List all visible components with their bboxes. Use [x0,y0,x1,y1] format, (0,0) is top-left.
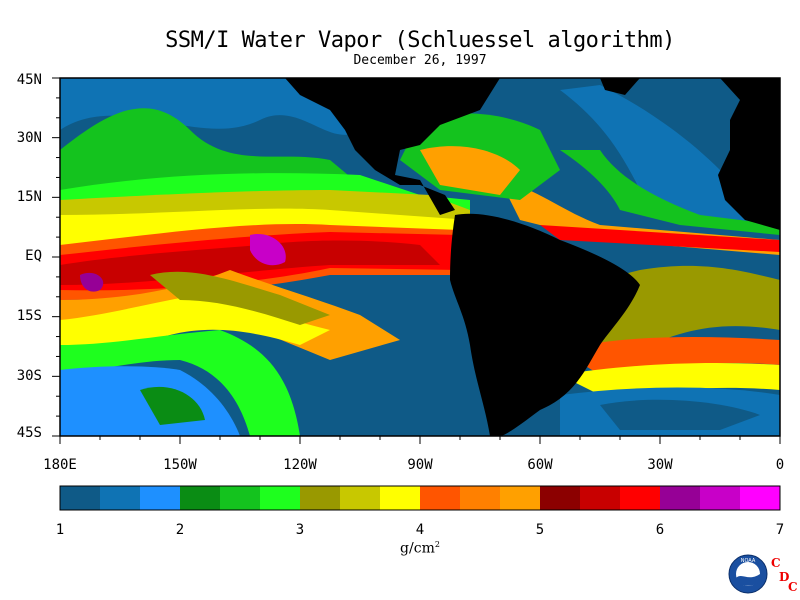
colorbar [60,486,781,510]
colorbar-swatch [100,486,141,510]
cdc-letter-2: D [779,570,790,584]
longitude-label: 180E [43,457,77,473]
colorbar-tick-label: 7 [775,522,785,538]
latitude-label: 45N [16,72,42,88]
latitude-label: 30N [16,130,42,146]
map-date: December 26, 1997 [353,53,487,68]
axis-ticks [52,77,781,444]
colorbar-tick-label: 2 [175,522,185,538]
latitude-label: 45S [16,425,42,441]
land-masks [285,78,780,436]
longitude-label: 150W [163,457,197,473]
cdc-letter-3: C [788,580,798,594]
longitude-label: 90W [407,457,433,473]
colorbar-tick-label: 1 [55,522,65,538]
colorbar-swatch [300,486,341,510]
colorbar-tick-label: 3 [295,522,305,538]
map-title: SSM/I Water Vapor (Schluessel algorithm) [165,28,675,53]
colorbar-swatch [460,486,501,510]
colorbar-swatch [380,486,421,510]
colorbar-swatch [60,486,101,510]
cdc-letter-1: C [771,556,781,570]
colorbar-swatch [500,486,541,510]
colorbar-swatch [140,486,181,510]
colorbar-swatch [420,486,461,510]
colorbar-swatch [340,486,381,510]
colorbar-swatch [180,486,221,510]
longitude-label: 60W [527,457,553,473]
colorbar-swatch [700,486,741,510]
colorbar-swatch [620,486,661,510]
latitude-label: 30S [16,368,42,384]
latitude-label: 15N [16,189,42,205]
longitude-label: 30W [647,457,673,473]
svg-text:NOAA: NOAA [741,558,756,564]
latitude-label: EQ [25,248,42,264]
colorbar-tick-label: 6 [655,522,665,538]
colorbar-swatch [540,486,581,510]
longitude-label: 0 [775,457,785,473]
latitude-label: 15S [16,308,42,324]
colorbar-swatch [660,486,701,510]
colorbar-unit: g/cm2 [400,540,440,557]
colorbar-swatch [740,486,781,510]
colorbar-tick-label: 5 [535,522,545,538]
colorbar-swatch [260,486,301,510]
colorbar-swatch [580,486,621,510]
colorbar-swatch [220,486,261,510]
water-vapor-field [60,78,780,436]
noaa-logo-icon: NOAA [728,554,768,594]
colorbar-tick-label: 4 [415,522,425,538]
longitude-label: 120W [283,457,317,473]
